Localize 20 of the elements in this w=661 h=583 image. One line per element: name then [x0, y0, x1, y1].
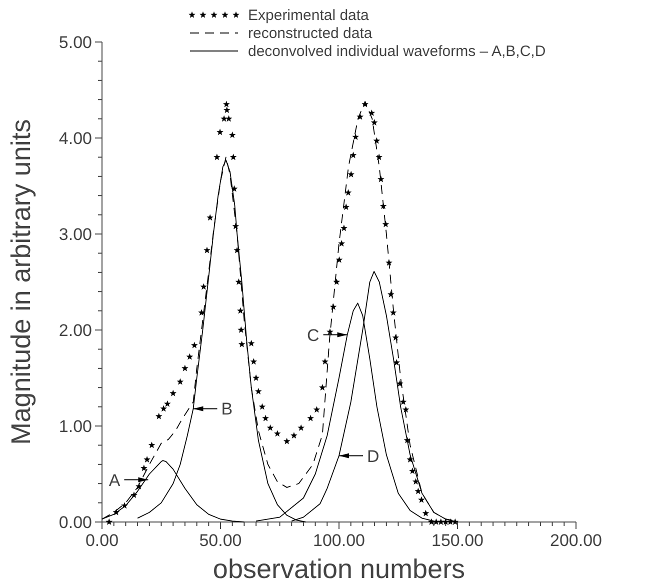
- x-axis-title: observation numbers: [212, 554, 466, 583]
- annotation: D: [367, 446, 380, 466]
- legend-label: reconstructed data: [248, 25, 373, 42]
- legend-label: deconvolved individual waveforms – A,B,C,D: [248, 43, 546, 60]
- y-axis-title: Magnitude in arbitrary units: [6, 119, 36, 445]
- x-tick-label: 200.00: [550, 531, 602, 550]
- y-tick-label: 2.00: [58, 321, 92, 340]
- y-tick-label: 5.00: [58, 33, 92, 52]
- y-tick-label: 4.00: [58, 129, 92, 148]
- x-tick-label: 100.00: [313, 531, 365, 550]
- x-tick-label: 50.00: [199, 531, 242, 550]
- annotation: B: [221, 400, 233, 419]
- y-tick-label: 0.00: [58, 513, 92, 532]
- annotation: C: [307, 326, 320, 345]
- x-tick-label: 0.00: [85, 531, 119, 550]
- annotation: A: [108, 470, 121, 490]
- legend-label: Experimental data: [248, 7, 370, 24]
- x-tick-label: 150.00: [432, 531, 484, 550]
- y-tick-label: 3.00: [58, 225, 92, 244]
- y-tick-label: 1.00: [58, 417, 92, 436]
